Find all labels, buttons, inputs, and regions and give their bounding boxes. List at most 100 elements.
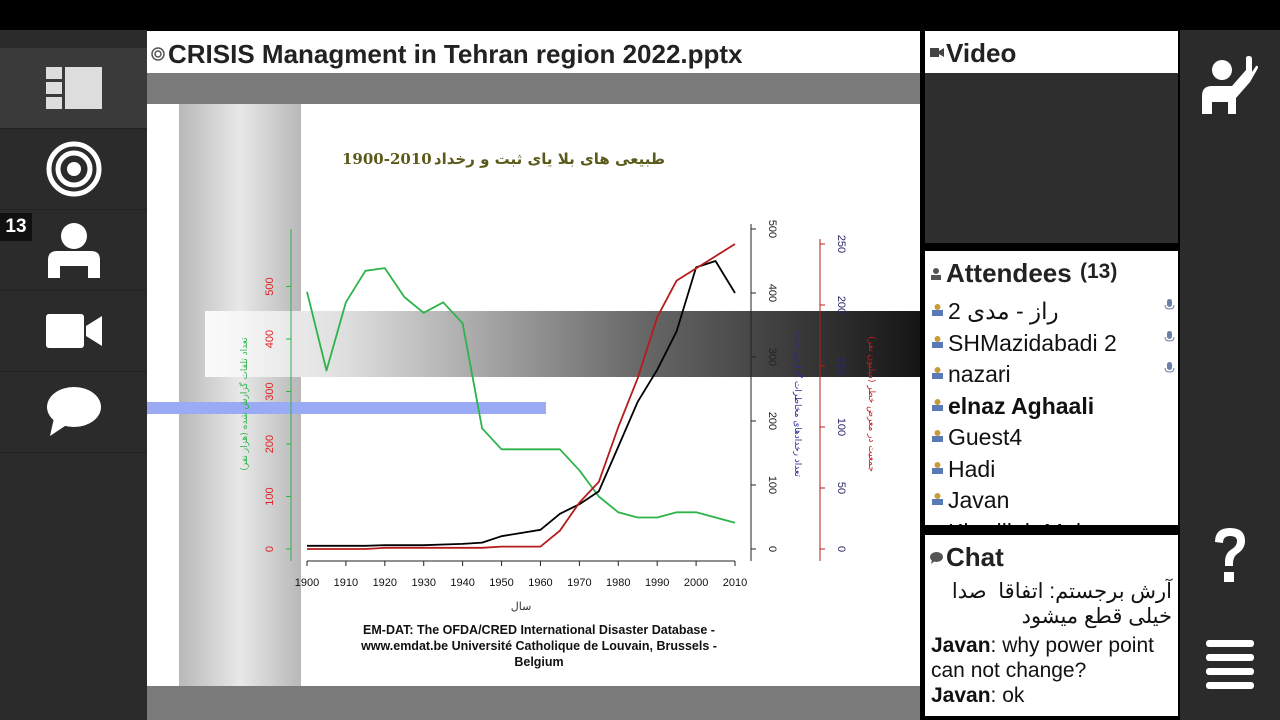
attendee-name: راز - مدی 2 [948, 298, 1059, 324]
chat-bubble-icon [46, 387, 101, 436]
attendee-name: nazari [948, 361, 1011, 387]
x-tick-label: 1940 [450, 577, 474, 589]
y-tick-label-left: 0 [264, 546, 276, 552]
attendee-row[interactable]: Guest4 [925, 422, 1178, 453]
video-panel-header: Video [925, 31, 1178, 73]
presentation-icon [151, 47, 165, 61]
attendee-status-icon [935, 524, 940, 525]
chat-panel-header: Chat [925, 535, 1178, 577]
x-tick-label: 1950 [489, 577, 513, 589]
attendee-status-icon [932, 461, 943, 474]
attendees-small-icon [931, 268, 941, 280]
y-tick-label-left: 100 [264, 487, 276, 505]
attendees-button[interactable] [0, 210, 147, 291]
y-axis-label-left: تعداد تلفات گزارش شده (هزار نفر) [238, 337, 250, 471]
slide-highlight-bar [147, 402, 546, 414]
chat-message-text: : ok [990, 684, 1025, 707]
attendee-name: elnaz Aghaali [948, 392, 1095, 419]
chat-message: Javan: why power point can not change? [925, 629, 1178, 683]
right-toolbar [1180, 30, 1280, 720]
attendee-row[interactable]: راز - مدی 2 [925, 296, 1178, 327]
chat-message-text: : why power point can not change? [931, 634, 1154, 682]
left-toolbar [0, 30, 147, 720]
chat-small-icon [930, 552, 943, 564]
x-tick-label: 1990 [645, 577, 669, 589]
slide-source-caption: EM-DAT: The OFDA/CRED International Disa… [361, 623, 717, 669]
layout-icon [45, 67, 102, 109]
camera-button[interactable] [0, 291, 147, 372]
y-tick-label-right2: 250 [835, 235, 847, 253]
presentation-header: CRISIS Managment in Tehran region 2022.p… [147, 31, 920, 73]
slide-chart: طبیعی های بلا یای ثبت و رخداد 1900-2010 … [147, 104, 920, 686]
y-tick-label-right1: 300 [766, 348, 778, 366]
series-line-2 [307, 243, 736, 550]
y-tick-label-left: 200 [264, 435, 276, 453]
y-tick-label-right1: 500 [766, 220, 778, 238]
attendee-status-icon [932, 304, 943, 316]
slide-title: طبیعی های بلا یای ثبت و رخداد [434, 150, 665, 168]
y-tick-label-right2: 50 [835, 482, 847, 494]
user-icon [47, 223, 100, 278]
slide-canvas: طبیعی های بلا یای ثبت و رخداد 1900-2010 … [147, 104, 920, 686]
attendee-row[interactable]: elnaz Aghaali [925, 391, 1178, 422]
attendee-name: Javan [948, 487, 1010, 513]
raise-hand-icon [1202, 56, 1258, 114]
x-tick-label: 1970 [567, 577, 591, 589]
layout-button[interactable] [0, 48, 147, 129]
attendees-panel-title: Attendees [946, 258, 1072, 288]
y-tick-label-right1: 0 [766, 546, 778, 552]
video-small-icon [930, 48, 944, 57]
y-tick-label-left: 500 [264, 277, 276, 295]
attendee-row[interactable]: Hadi [925, 454, 1178, 485]
x-tick-label: 2000 [684, 577, 708, 589]
attendee-row[interactable]: nazari [925, 359, 1178, 390]
raise-hand-button[interactable] [1180, 50, 1280, 120]
menu-icon [1206, 640, 1254, 689]
y-axis-label-right1: تعداد رخدادهای مخاطرات گزارش شده [792, 331, 804, 477]
slide-bottom-bar [147, 686, 920, 720]
y-tick-label-right1: 100 [766, 476, 778, 494]
y-tick-label-right2: 150 [835, 357, 847, 375]
attendee-count-badge: 13 [0, 213, 32, 241]
chat-button[interactable] [0, 372, 147, 453]
x-tick-label: 1930 [411, 577, 435, 589]
slide-title-years: 1900-2010 [342, 150, 432, 168]
microphone-icon [1164, 330, 1175, 342]
attendees-count: (13) [1080, 260, 1118, 283]
help-button[interactable] [1180, 520, 1280, 590]
attendee-row[interactable]: Khadijeh Mohamm [925, 517, 1178, 526]
slide-gradient-band [205, 311, 920, 377]
chat-panel-title: Chat [946, 542, 1004, 572]
attendees-panel-header: Attendees (13) [925, 251, 1178, 293]
attendee-status-icon [932, 398, 943, 411]
slide-top-bar [147, 73, 920, 104]
y-tick-label-left: 300 [264, 382, 276, 400]
attendee-name: Guest4 [948, 424, 1023, 450]
chat-sender: Javan [931, 634, 991, 657]
chat-messages: آرش برجستم: اتفاقا ‌ صدا خیلی قطع میشود … [925, 577, 1178, 716]
series-line-1 [307, 260, 736, 547]
x-tick-label: 2010 [723, 577, 747, 589]
x-tick-label: 1980 [606, 577, 630, 589]
attendee-status-icon [932, 493, 943, 505]
x-axis-label: سال [511, 600, 532, 613]
chart-layer: 1900 1910 1920 1930 1940 1950 1960 1970 1980 1990… [238, 220, 876, 613]
attendee-row[interactable]: Javan [925, 485, 1178, 516]
attendee-status-icon [932, 430, 943, 442]
x-tick-label: 1910 [334, 577, 358, 589]
attendee-row[interactable]: SHMazidabadi 2 [925, 328, 1178, 359]
chat-sender: Javan [931, 684, 991, 707]
chat-message: Javan: ok [925, 683, 1178, 708]
y-tick-label-left: 400 [264, 330, 276, 348]
broadcast-button[interactable] [0, 129, 147, 210]
help-icon [1215, 528, 1245, 582]
y-tick-label-right1: 200 [766, 412, 778, 430]
attendee-name: Khadijeh Mohamm [948, 519, 1140, 526]
menu-button[interactable] [1180, 630, 1280, 700]
chat-message: آرش برجستم: اتفاقا ‌ صدا خیلی قطع میشود [925, 577, 1178, 629]
presentation-filename: CRISIS Managment in Tehran region 2022.p… [168, 39, 743, 69]
video-camera-icon [45, 314, 102, 348]
microphone-icon [1164, 362, 1175, 373]
x-tick-label: 1960 [528, 577, 552, 589]
attendee-status-icon [932, 335, 943, 348]
